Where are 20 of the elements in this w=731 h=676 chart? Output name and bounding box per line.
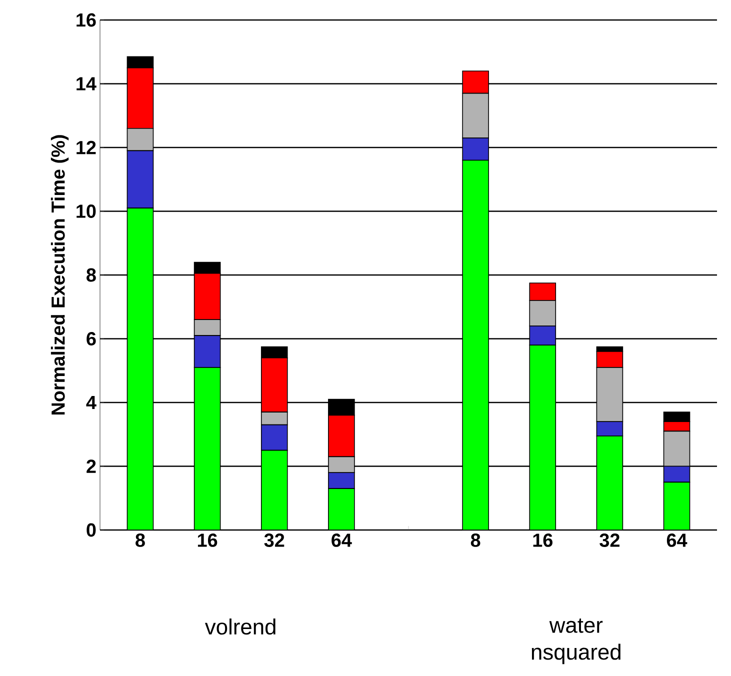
y-tick-label: 2 [86,460,96,473]
y-tick-label: 10 [76,204,96,218]
x-tick-label: 8 [136,534,145,547]
y-tick-label: 6 [86,332,96,346]
y-tick-label: 14 [76,77,96,90]
x-tick-label: 32 [264,534,284,547]
x-tick-label: 64 [332,534,352,547]
text: volrend [204,618,276,635]
y-axis-title: Normalized Execution Time (%) [50,135,69,415]
text: water nsquared [532,618,620,664]
x-tick-label: 64 [666,534,688,547]
y-tick-label: 16 [76,13,96,27]
y-tick-label: 4 [86,396,96,410]
y-tick-label: 12 [76,140,96,154]
x-tick-label: 8 [470,534,480,547]
y-tick-label: 0 [86,523,96,537]
y-tick-label: 8 [86,268,96,282]
x-tick-label: 16 [198,534,218,547]
x-tick-label: 16 [533,534,552,547]
x-tick-label: 32 [600,534,620,547]
